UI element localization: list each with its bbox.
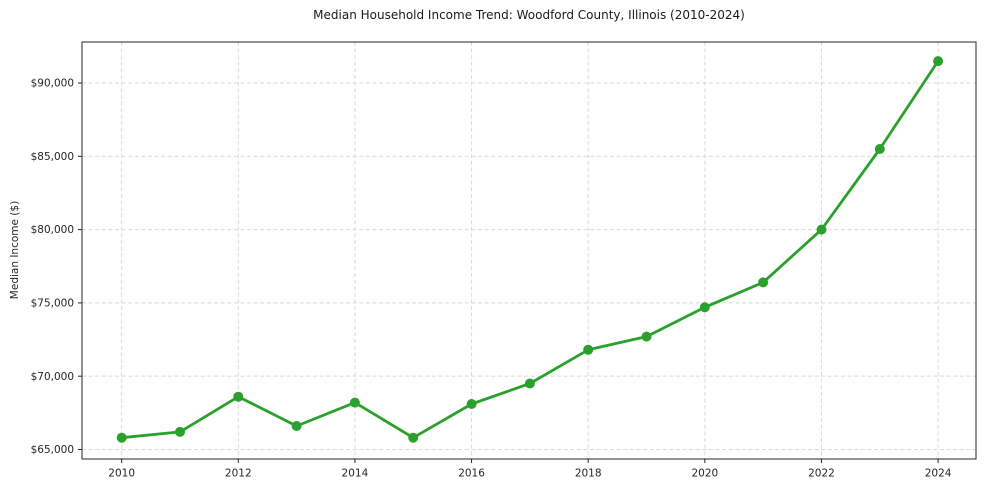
x-tick-label: 2016 bbox=[458, 468, 485, 480]
x-tick-label: 2020 bbox=[691, 468, 718, 480]
data-point-2017 bbox=[524, 378, 535, 389]
y-tick-label: $80,000 bbox=[31, 224, 74, 236]
y-tick-label: $90,000 bbox=[31, 78, 74, 90]
y-tick-label: $85,000 bbox=[31, 151, 74, 163]
data-point-2014 bbox=[349, 397, 360, 408]
data-point-2018 bbox=[583, 344, 594, 355]
x-tick-label: 2022 bbox=[808, 468, 835, 480]
data-point-2016 bbox=[466, 399, 477, 409]
data-point-2015 bbox=[408, 432, 419, 443]
data-point-2010 bbox=[116, 432, 127, 443]
x-tick-label: 2012 bbox=[225, 468, 252, 480]
data-point-2012 bbox=[233, 391, 244, 402]
x-tick-label: 2014 bbox=[342, 468, 369, 480]
data-point-2011 bbox=[175, 426, 185, 437]
data-point-2024 bbox=[933, 56, 944, 67]
data-point-2013 bbox=[291, 421, 302, 431]
y-tick-label: $75,000 bbox=[31, 297, 74, 309]
data-point-2019 bbox=[641, 331, 652, 342]
x-tick-label: 2018 bbox=[575, 468, 602, 480]
data-point-2020 bbox=[699, 302, 710, 313]
y-tick-label: $65,000 bbox=[31, 444, 74, 456]
data-point-2023 bbox=[874, 144, 885, 154]
data-point-2021 bbox=[758, 277, 769, 288]
data-point-2022 bbox=[816, 224, 827, 235]
chart-title: Median Household Income Trend: Woodford … bbox=[313, 8, 745, 22]
axes-frame bbox=[81, 41, 977, 460]
y-tick-label: $70,000 bbox=[31, 371, 74, 383]
x-tick-label: 2024 bbox=[925, 468, 952, 480]
x-tick-label: 2010 bbox=[108, 468, 135, 480]
